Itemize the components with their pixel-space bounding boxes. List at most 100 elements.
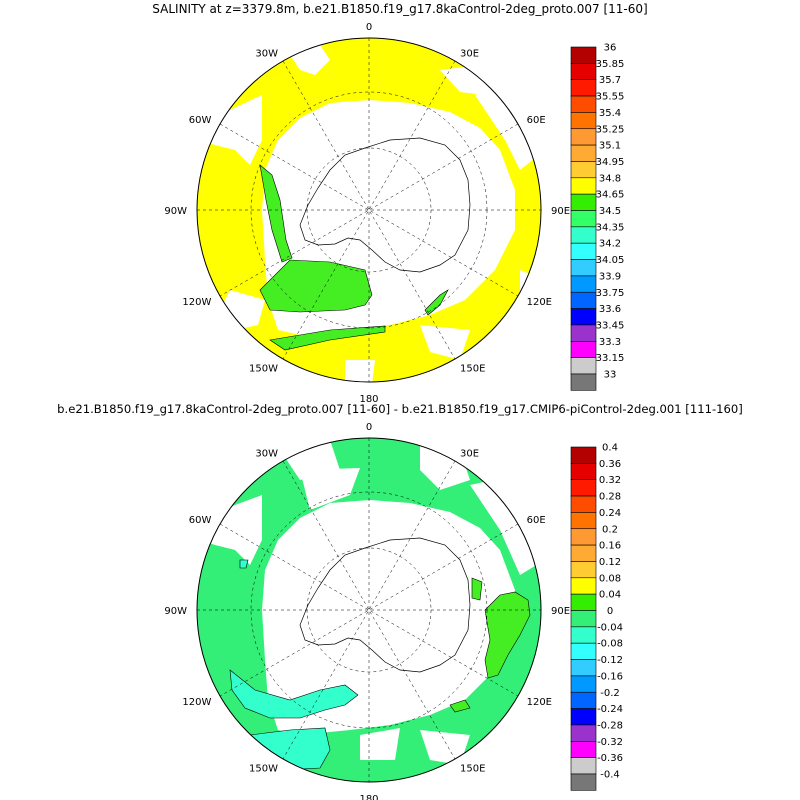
longitude-label: 150E [460,364,485,375]
colorbar-label: 34.95 [596,157,625,168]
longitude-label: 180 [359,794,378,800]
colorbar-swatch [570,577,597,595]
longitude-label: 120W [182,297,211,308]
map-boundary [196,37,542,383]
colorbar-swatch [570,479,597,497]
colorbar-swatch [570,112,597,130]
colorbar-swatch [570,144,597,162]
colorbar-label: 0.4 [602,443,618,454]
colorbar-swatch [570,210,597,228]
colorbar-label: 0.2 [602,524,618,535]
colorbar-swatch [570,495,597,513]
ocean-region-negative [239,559,249,569]
colorbar-swatch [570,610,597,628]
colorbar-label: -0.12 [597,655,623,666]
ocean-region-negative [229,669,359,719]
colorbar-swatch [570,259,597,277]
ocean-region-green [269,325,386,351]
antarctica-coastline [299,537,471,673]
colorbar-top: 36 35.85 35.7 35.55 35.4 35.25 35.1 34.95 34.8 34… [570,43,625,391]
colorbar-swatch [570,95,597,113]
colorbar-swatch [570,561,597,579]
longitude-label: 90W [164,606,187,617]
ocean-region-yellow [197,38,541,382]
longitude-label: 30E [460,48,479,59]
ocean-region-green [424,289,449,316]
colorbar-label: -0.24 [597,704,623,715]
colorbar-label: 0.08 [599,573,621,584]
missing-region [300,468,360,510]
colorbar-swatch [570,626,597,644]
colorbar-swatch [570,275,597,293]
colorbar-swatch [570,544,597,562]
colorbar-label: 0 [607,606,613,617]
colorbar-label: 35.85 [596,59,625,70]
longitude-label: 90E [551,606,570,617]
antarctica-coastline [299,137,471,273]
colorbar-label: -0.04 [597,622,623,633]
colorbar-label: 35.4 [599,108,621,119]
colorbar-label: 34.65 [596,190,625,201]
colorbar-label: 33.15 [596,353,625,364]
colorbar-swatch [570,161,597,179]
colorbar-swatch [570,773,597,791]
longitude-label: 150W [249,364,278,375]
colorbar-label: 35.1 [599,141,621,152]
colorbar-swatch [570,63,597,80]
colorbar-swatch [570,463,597,481]
ocean-region-positive [484,591,531,679]
colorbar-label: 0.16 [599,541,621,552]
colorbar-label: 33.75 [596,288,625,299]
colorbar-swatch [570,357,597,375]
ocean-region-positive [471,577,483,601]
longitude-label: 150W [249,764,278,775]
missing-region [345,360,375,382]
colorbar-bottom: 0.4 0.36 0.32 0.28 0.24 0.2 0.16 0.12 0.08 0.04 0 -… [570,443,623,791]
colorbar-label: 0.04 [599,590,621,601]
colorbar-label: 0.28 [599,492,621,503]
longitude-label: 30E [460,448,479,459]
ocean-region-green [259,164,293,263]
colorbar-swatch [570,708,597,726]
colorbar-label: 33.6 [599,304,621,315]
colorbar-swatch [570,642,597,660]
longitude-label: 150E [460,764,485,775]
colorbar-label: 33.9 [599,271,621,282]
missing-region [360,728,400,760]
colorbar-swatch [570,177,597,195]
ocean-region-zero [197,438,541,782]
graticule [197,38,541,382]
colorbar-label: 34.35 [596,222,625,233]
colorbar-label: 0.24 [599,508,621,519]
colorbar-swatch [570,291,597,309]
colorbar-swatch [570,512,597,530]
colorbar-label: 36 [604,43,617,54]
colorbar-swatch [570,340,597,358]
longitude-label: 30W [255,48,278,59]
longitude-label: 60E [527,515,546,526]
colorbar-swatch [570,226,597,244]
colorbar-swatch [570,593,597,611]
panel-title-bottom: b.e21.B1850.f19_g17.8kaControl-2deg_prot… [57,402,743,416]
colorbar-swatch [570,691,597,709]
colorbar-swatch [570,324,597,342]
colorbar-swatch [570,308,597,326]
colorbar-label: 0.12 [599,557,621,568]
longitude-label: 120W [182,697,211,708]
colorbar-label: 34.8 [599,173,621,184]
colorbar-label: 35.25 [596,124,625,135]
longitude-labels-top: 0 30E 60E 90E 120E 150E 180 150W 120W 90W 60W 30W [164,22,570,405]
graticule [197,438,541,782]
longitude-label: 60E [527,115,546,126]
longitude-label: 30W [255,448,278,459]
colorbar-label: 33 [604,370,617,381]
colorbar-label: 34.05 [596,255,625,266]
longitude-label: 90E [551,206,570,217]
map-boundary [196,437,542,783]
longitude-label: 180 [359,394,378,405]
colorbar-label: 34.2 [599,239,621,250]
colorbar-swatch [570,724,597,742]
colorbar-swatch [570,659,597,677]
colorbar-label: -0.08 [597,639,623,650]
longitude-label: 120E [527,297,552,308]
